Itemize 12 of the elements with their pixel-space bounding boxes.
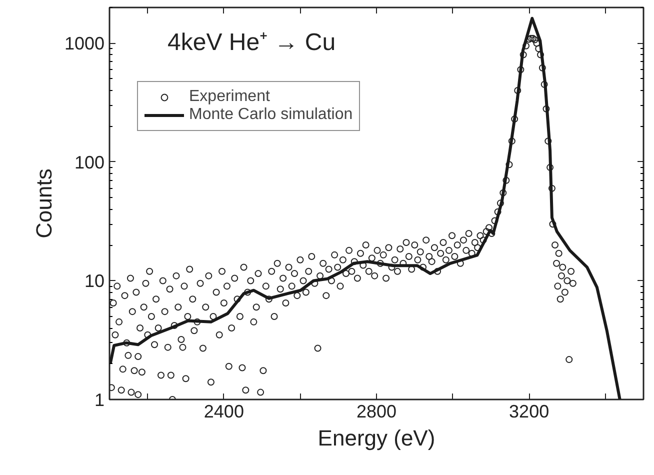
y-axis-title: Counts [31,168,56,238]
legend-label: Experiment [189,88,270,106]
y-tick-label: 100 [74,152,105,172]
y-tick-label: 10 [84,271,105,292]
x-tick-label: 3200 [509,402,550,422]
annotation: 4keV He⁺ → Cu [168,29,336,56]
x-tick-label: 2800 [356,402,397,422]
y-tick-label: 1 [94,390,105,410]
y-tick-label: 1000 [64,34,105,54]
x-axis-title: Energy (eV) [318,426,436,450]
legend-label: Monte Carlo simulation [189,106,353,124]
x-tick-label: 2400 [204,402,244,422]
